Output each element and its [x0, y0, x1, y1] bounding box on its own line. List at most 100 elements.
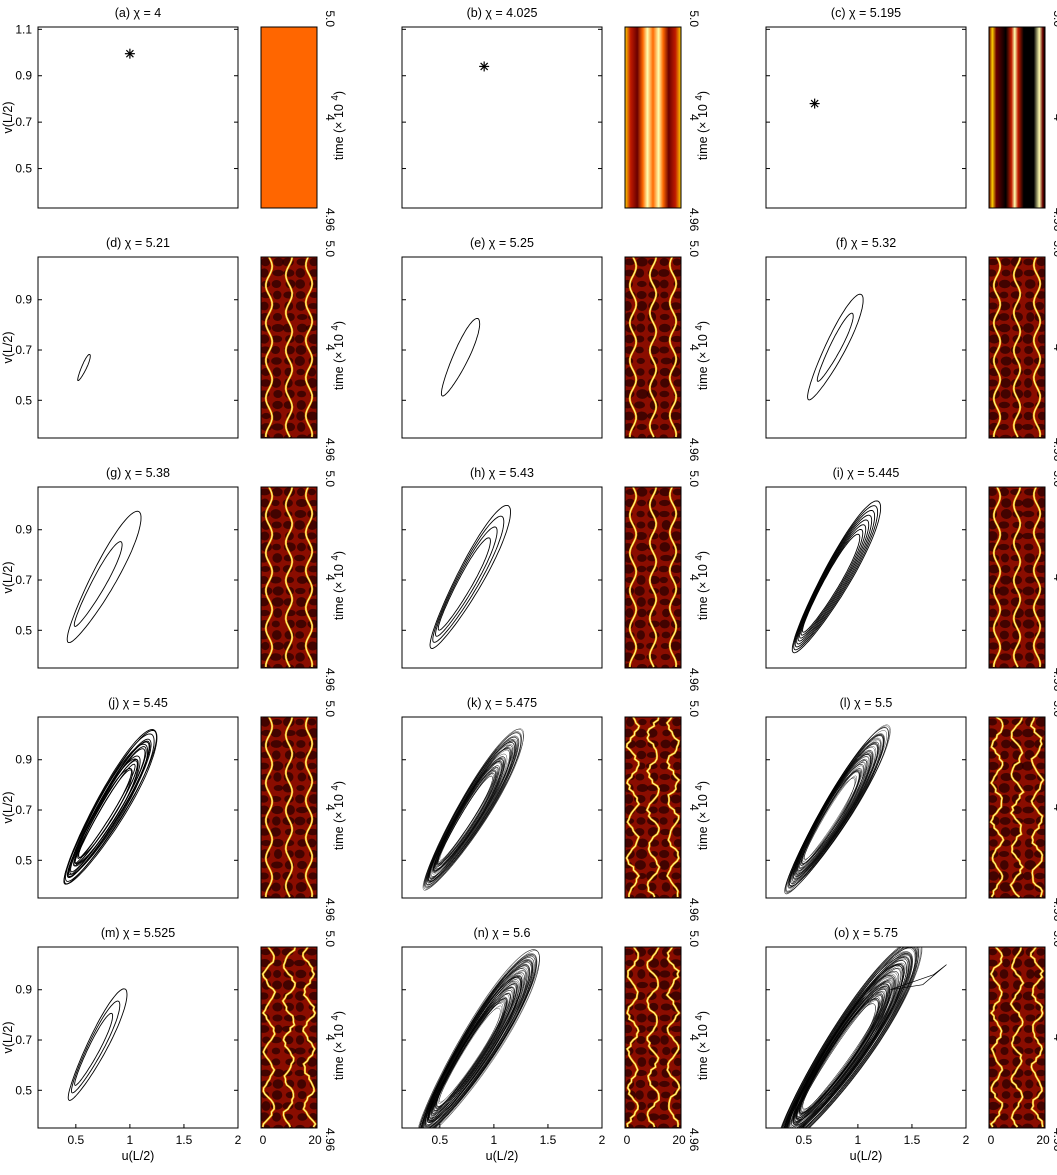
panel-k: (k) χ = 5.475 4.96 4 5.0 time (× 10 4) — [401, 696, 710, 922]
phase-plot-frame — [765, 256, 967, 439]
panel-title: (i) χ = 5.445 — [833, 466, 900, 480]
y-tick-label: 0.5 — [15, 1083, 32, 1097]
strip-time-label: time (× 10 4) — [694, 551, 710, 620]
attractor-trajectory — [67, 988, 128, 1101]
attractor-trajectory — [418, 949, 540, 1128]
x-tick-label: 2 — [235, 1133, 242, 1147]
strip-y-tick-label: 5.0 — [687, 470, 701, 487]
panel-title: (c) χ = 5.195 — [831, 6, 901, 20]
strip-x-tick-label: 0 — [260, 1133, 267, 1147]
strip-background — [261, 27, 317, 208]
x-tick-label: 1.5 — [176, 1133, 193, 1147]
y-axis-label: v(L/2) — [1, 1022, 15, 1054]
strip-y-tick-label: 4.96 — [323, 1128, 337, 1152]
y-tick-label: 0.9 — [15, 983, 32, 997]
y-tick-label: 0.7 — [15, 115, 32, 129]
panel-title: (b) χ = 4.025 — [467, 6, 538, 20]
phase-plot-frame — [765, 486, 967, 669]
panel-g: (g) χ = 5.38 0.5 0.7 0.9 v(L/2) 4.96 4 5.0 time … — [1, 466, 346, 692]
panel-b: (b) χ = 4.025 4.96 4 5.0 time (× 10 4) — [401, 6, 710, 232]
panel-h: (h) χ = 5.43 4.96 4 5.0 time (× 10 4) — [401, 466, 710, 692]
strip-time-label: time (× 10 4) — [330, 91, 346, 160]
y-tick-label: 0.5 — [15, 393, 32, 407]
strip-x-tick-label: 0 — [624, 1133, 631, 1147]
strip-y-tick-label: 4 — [1051, 114, 1057, 121]
panel-d: (d) χ = 5.21 0.5 0.7 0.9 v(L/2) 4.96 4 5.0 time … — [1, 236, 346, 462]
strip-y-tick-label: 4 — [323, 114, 337, 121]
strip-y-tick-label: 4.96 — [1051, 438, 1057, 462]
strip-x-tick-label: 20 — [672, 1133, 686, 1147]
strip-time-label: time (× 10 4) — [330, 781, 346, 850]
strip-y-tick-label: 4 — [687, 574, 701, 581]
y-axis-label: v(L/2) — [1, 562, 15, 594]
panel-m: (m) χ = 5.525 0.5 0.7 0.9 v(L/2) 0.5 1 1.5 2 u(L/… — [1, 926, 346, 1163]
strip-y-tick-label: 4 — [687, 114, 701, 121]
strip-time-label: time (× 10 4) — [694, 781, 710, 850]
panel-title: (h) χ = 5.43 — [470, 466, 534, 480]
attractor-trajectory — [780, 947, 947, 1128]
phase-plot-frame — [37, 256, 239, 439]
y-tick-label: 1.1 — [15, 22, 32, 36]
strip-y-tick-label: 5.0 — [687, 240, 701, 257]
strip-y-tick-label: 5.0 — [1051, 240, 1057, 257]
panel-title: (n) χ = 5.6 — [474, 926, 531, 940]
strip-y-tick-label: 5.0 — [323, 240, 337, 257]
fixed-point-marker — [809, 98, 820, 109]
panels-layer: (a) χ = 4 0.5 0.7 0.9 1.1 v(L/2) 4.96 4 5.0 time … — [1, 6, 1057, 1163]
attractor-trajectory — [429, 504, 511, 649]
strip-y-tick-label: 5.0 — [323, 700, 337, 717]
x-tick-label: 1.5 — [540, 1133, 557, 1147]
x-tick-label: 1.5 — [904, 1133, 921, 1147]
strip-y-tick-label: 4.96 — [1051, 668, 1057, 692]
x-axis-label: u(L/2) — [122, 1149, 155, 1163]
y-tick-label: 0.5 — [15, 623, 32, 637]
strip-y-tick-label: 5.0 — [1051, 700, 1057, 717]
x-tick-label: 1 — [491, 1133, 498, 1147]
strip-y-tick-label: 4.96 — [1051, 1128, 1057, 1152]
strip-y-tick-label: 5.0 — [323, 470, 337, 487]
strip-y-tick-label: 4.96 — [323, 668, 337, 692]
attractor-trajectory — [63, 729, 158, 885]
panel-title: (j) χ = 5.45 — [108, 696, 168, 710]
fixed-point-marker — [124, 48, 135, 59]
panel-e: (e) χ = 5.25 4.96 4 5.0 time (× 10 4) — [401, 236, 710, 462]
phase-plot-frame — [37, 26, 239, 209]
y-axis-label: v(L/2) — [1, 102, 15, 134]
panel-title: (l) χ = 5.5 — [840, 696, 893, 710]
strip-y-tick-label: 4.96 — [687, 438, 701, 462]
strip-y-tick-label: 4 — [323, 1034, 337, 1041]
y-tick-label: 0.7 — [15, 573, 32, 587]
x-tick-label: 2 — [963, 1133, 970, 1147]
y-tick-label: 0.7 — [15, 343, 32, 357]
x-tick-label: 1 — [127, 1133, 134, 1147]
strip-time-label: time (× 10 4) — [330, 321, 346, 390]
x-tick-label: 0.5 — [795, 1133, 812, 1147]
strip-y-tick-label: 5.0 — [687, 930, 701, 947]
strip-y-tick-label: 4 — [1051, 344, 1057, 351]
strip-background — [989, 27, 1045, 208]
strip-y-tick-label: 5.0 — [687, 10, 701, 27]
strip-y-tick-label: 4 — [323, 344, 337, 351]
strip-y-tick-label: 4.96 — [687, 668, 701, 692]
attractor-trajectory — [66, 510, 142, 644]
strip-y-tick-label: 4.96 — [323, 438, 337, 462]
strip-y-tick-label: 5.0 — [1051, 470, 1057, 487]
time-series-strip: 4.96 4 5.0 time (× 10 4) — [260, 240, 346, 462]
strip-y-tick-label: 4 — [323, 574, 337, 581]
